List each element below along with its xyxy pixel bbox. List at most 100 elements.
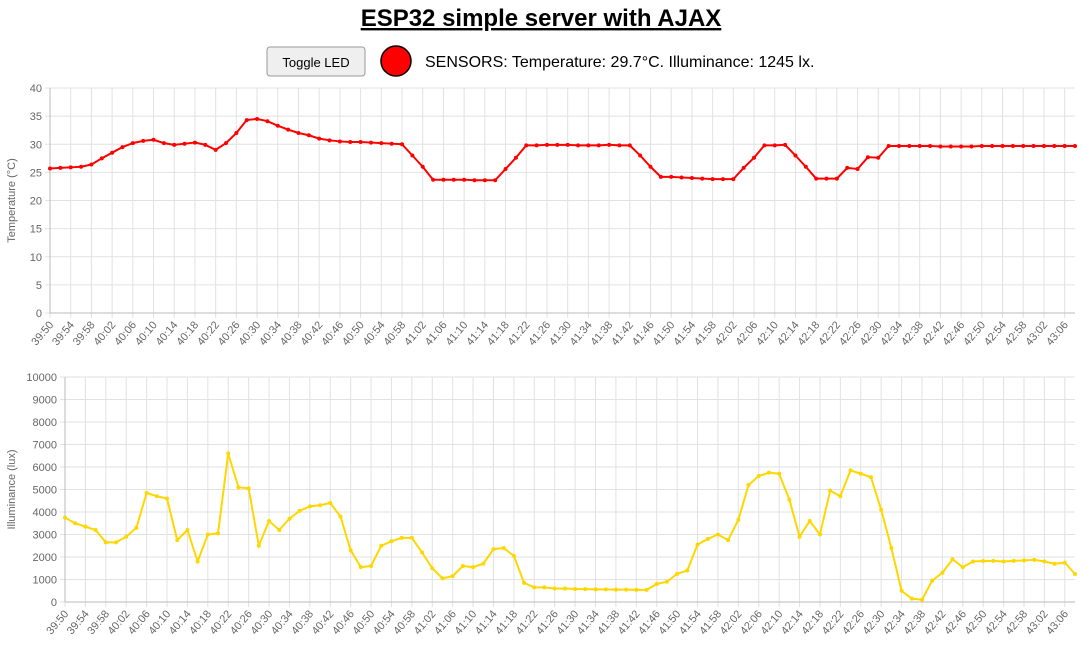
x-tick-label: 41:38: [588, 319, 615, 348]
data-point: [103, 540, 108, 545]
data-point: [583, 587, 588, 592]
x-tick-label: 43:06: [1044, 608, 1071, 637]
data-point: [130, 141, 135, 146]
x-tick-label: 40:14: [154, 319, 181, 348]
x-tick-label: 43:02: [1024, 608, 1051, 637]
data-point: [192, 140, 197, 145]
data-point: [287, 516, 292, 521]
data-point: [348, 548, 353, 553]
data-point: [1062, 143, 1067, 148]
data-point: [358, 140, 363, 144]
x-tick-label: 41:50: [657, 608, 684, 637]
x-tick-label: 42:02: [713, 319, 740, 348]
x-tick-label: 42:34: [878, 319, 905, 348]
data-line: [64, 453, 1076, 601]
button-box[interactable]: [266, 46, 366, 77]
data-point: [865, 155, 870, 160]
data-point: [532, 585, 537, 590]
x-tick-label: 42:10: [759, 608, 786, 637]
data-point: [358, 565, 363, 570]
data-point: [1042, 559, 1047, 564]
data-point: [896, 143, 901, 148]
y-tick-label: 10000: [26, 372, 57, 384]
x-tick-label: 41:26: [526, 319, 553, 348]
y-tick-label: 0: [36, 308, 42, 320]
x-tick-label: 42:18: [796, 319, 823, 348]
data-point: [58, 165, 63, 170]
data-point: [586, 143, 591, 148]
data-point: [114, 540, 119, 545]
button-label[interactable]: Toggle LED: [282, 55, 349, 70]
x-tick-label: 41:58: [697, 608, 724, 637]
x-tick-label: 40:50: [340, 319, 367, 348]
toggle-button[interactable]: Toggle LED: [266, 46, 366, 77]
x-tick-label: 43:02: [1023, 319, 1050, 348]
data-point: [224, 141, 229, 146]
data-point: [307, 504, 312, 509]
data-point: [246, 486, 251, 491]
data-point: [1000, 143, 1005, 148]
data-point: [576, 143, 581, 148]
data-point: [928, 143, 933, 148]
data-point: [664, 579, 669, 584]
data-point: [772, 143, 777, 148]
x-tick-label: 41:50: [651, 319, 678, 348]
data-point: [544, 142, 549, 147]
x-tick-label: 41:26: [534, 608, 561, 637]
data-point: [1073, 571, 1077, 576]
data-point: [389, 141, 394, 146]
data-point: [793, 153, 798, 158]
data-point: [1032, 557, 1037, 562]
x-tick-label: 42:58: [1003, 608, 1030, 637]
x-tick-label: 42:06: [733, 319, 760, 348]
y-tick-label: 8000: [33, 417, 57, 429]
data-point: [917, 143, 922, 148]
data-point: [420, 164, 425, 169]
x-tick-label: 40:10: [133, 319, 160, 348]
data-point: [256, 543, 261, 548]
data-point: [73, 521, 78, 526]
y-tick-label: 2000: [33, 552, 57, 564]
x-tick-label: 40:06: [112, 319, 139, 348]
y-tick-label: 0: [51, 597, 57, 609]
x-tick-label: 40:14: [167, 608, 194, 637]
data-point: [940, 570, 945, 575]
data-point: [542, 585, 547, 590]
data-point: [777, 471, 782, 476]
data-point: [491, 547, 496, 552]
data-point: [700, 176, 705, 181]
data-point: [960, 565, 965, 570]
data-point: [154, 494, 159, 499]
y-tick-label: 5000: [33, 485, 57, 497]
data-point: [420, 550, 425, 555]
data-point: [685, 568, 690, 573]
data-point: [756, 474, 761, 478]
data-point: [938, 144, 943, 149]
data-point: [306, 133, 311, 138]
x-tick-label: 40:46: [319, 319, 346, 348]
data-point: [710, 177, 715, 182]
data-point: [195, 559, 200, 564]
data-point: [511, 553, 516, 558]
x-tick-label: 41:30: [555, 608, 582, 637]
y-tick-label: 25: [30, 167, 42, 179]
data-point: [327, 138, 332, 143]
y-tick-label: 4000: [33, 507, 57, 519]
x-tick-label: 40:02: [106, 608, 133, 637]
data-point: [472, 178, 477, 183]
data-point: [1021, 143, 1026, 148]
chart: 0 5 10 15 20 25 30 35 40 39:5039:5439:5840:0240:0…: [6, 83, 1077, 348]
data-point: [1041, 143, 1046, 148]
data-point: [766, 470, 771, 475]
data-point: [185, 528, 190, 532]
x-tick-label: 42:30: [861, 608, 888, 637]
data-point: [746, 483, 751, 487]
x-tick-label: 41:30: [547, 319, 574, 348]
y-tick-label: 7000: [33, 440, 57, 452]
data-point: [318, 503, 323, 508]
data-point: [705, 537, 710, 541]
data-point: [824, 176, 829, 181]
x-tick-label: 40:54: [371, 608, 398, 637]
page-title: ESP32 simple server with AJAX: [361, 5, 722, 32]
